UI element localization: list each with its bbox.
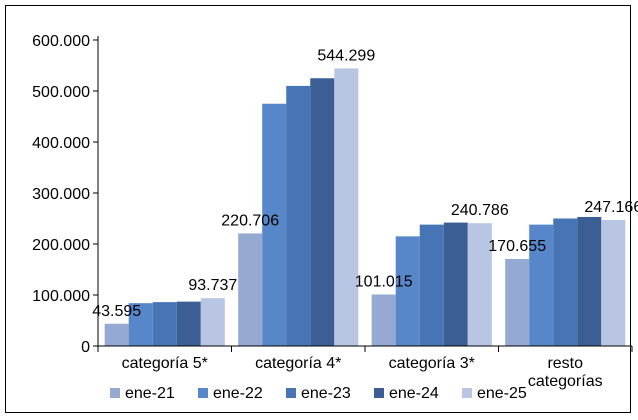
bar-ene-25-cat-2	[334, 68, 359, 347]
y-tick-label: 400.000	[32, 135, 90, 152]
y-tick-label: 200.000	[32, 237, 90, 254]
x-tick-label: categoría 5*	[122, 355, 208, 372]
x-tick-label: resto categorías	[528, 355, 603, 390]
bar-ene-23-cat-3	[419, 224, 444, 346]
bar-ene-22-cat-4	[529, 224, 554, 346]
y-tick-label: 500.000	[32, 84, 90, 101]
legend-label-ene-24: ene-24	[389, 385, 439, 402]
y-tick-label: 600.000	[32, 33, 90, 50]
bar-ene-23-cat-2	[286, 85, 311, 347]
legend-swatch-ene-25	[462, 388, 472, 398]
bar-ene-21-cat-1	[104, 323, 129, 346]
data-label: 93.737	[188, 277, 237, 294]
data-label: 247.166	[584, 199, 638, 216]
data-label: 170.655	[488, 238, 546, 255]
legend-label-ene-21: ene-21	[125, 385, 175, 402]
bar-ene-24-cat-1	[176, 301, 201, 346]
bar-ene-21-cat-4	[505, 258, 530, 346]
x-tick-label: categoría 3*	[389, 355, 475, 372]
bar-ene-22-cat-2	[262, 103, 287, 346]
bar-ene-21-cat-3	[371, 294, 396, 346]
bar-ene-24-cat-4	[577, 216, 602, 346]
legend-label-ene-25: ene-25	[477, 385, 527, 402]
bar-ene-22-cat-3	[395, 236, 420, 346]
y-tick-label: 100.000	[32, 288, 90, 305]
data-label: 43.595	[92, 303, 141, 320]
data-label: 544.299	[317, 47, 375, 64]
bar-ene-25-cat-4	[601, 219, 626, 346]
x-tick-label: categoría 4*	[255, 355, 341, 372]
bar-ene-25-cat-1	[200, 298, 225, 346]
y-tick-label: 300.000	[32, 186, 90, 203]
bar-ene-21-cat-2	[238, 233, 263, 346]
bar-ene-23-cat-4	[553, 218, 578, 346]
y-tick-label: 0	[81, 339, 90, 356]
data-label: 220.706	[221, 212, 279, 229]
legend-label-ene-22: ene-22	[213, 385, 263, 402]
legend-swatch-ene-24	[374, 388, 384, 398]
bar-ene-24-cat-2	[310, 78, 335, 346]
bar-ene-22-cat-1	[128, 303, 153, 346]
legend-label-ene-23: ene-23	[301, 385, 351, 402]
data-label: 101.015	[355, 273, 413, 290]
legend-swatch-ene-22	[198, 388, 208, 398]
bar-ene-23-cat-1	[152, 302, 177, 346]
legend-swatch-ene-23	[286, 388, 296, 398]
bar-ene-24-cat-3	[443, 222, 468, 346]
legend-swatch-ene-21	[110, 388, 120, 398]
data-label: 240.786	[451, 202, 509, 219]
bar-ene-25-cat-3	[467, 223, 492, 346]
